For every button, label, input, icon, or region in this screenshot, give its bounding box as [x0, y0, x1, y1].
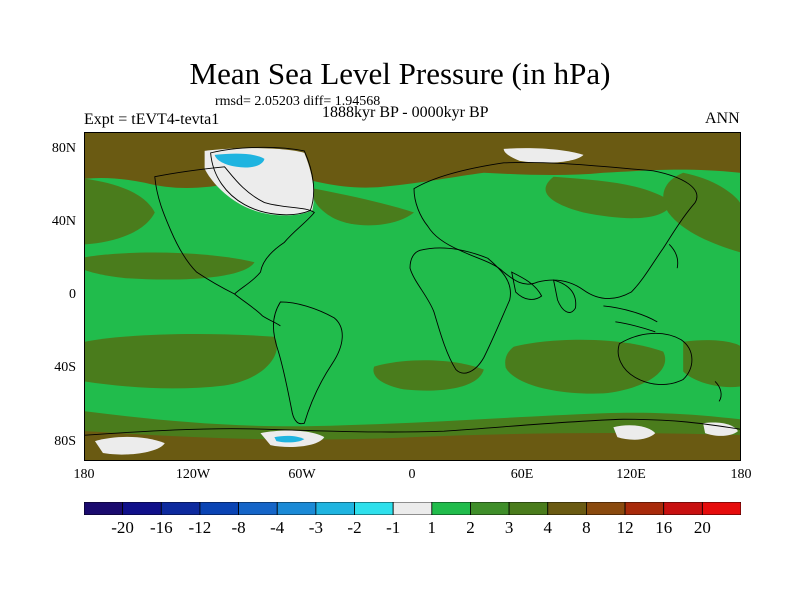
period-text: 1888kyr BP - 0000kyr BP: [322, 104, 489, 121]
india-coast: [552, 279, 577, 313]
antarctic-white-east: [613, 425, 656, 440]
north-pacific-olive: [663, 172, 740, 253]
colorbar-box: [701, 502, 741, 515]
lon-label-180e: 180: [730, 467, 752, 482]
stats-text: rmsd= 2.05203 diff= 1.94568: [215, 94, 381, 109]
lon-label-120e: 120E: [616, 467, 646, 482]
south-america-coast: [272, 301, 343, 425]
lat-label-40s: 40S: [54, 360, 76, 375]
colorbar-box: [160, 502, 201, 515]
colorbar-label: -1: [386, 518, 401, 537]
colorbar-box: [392, 502, 433, 515]
colorbar-box: [663, 502, 703, 515]
colorbar-box: [431, 502, 471, 515]
colorbar-label: -4: [270, 518, 285, 537]
colorbar-label: 16: [655, 518, 673, 537]
colorbar-label: 3: [504, 518, 514, 537]
new-zealand-coast: [714, 381, 722, 402]
lon-label-60e: 60E: [510, 467, 534, 482]
lon-label-120w: 120W: [175, 467, 211, 482]
antarctica-coast: [85, 418, 740, 436]
colorbar-box: [276, 502, 317, 515]
antarctic-cyan: [274, 435, 305, 443]
antarctic-white-west: [94, 436, 165, 455]
chart-title: Mean Sea Level Pressure (in hPa): [189, 56, 611, 91]
colorbar-box: [84, 502, 124, 515]
colorbar-box: [354, 502, 394, 515]
colorbar-label: -20: [111, 518, 134, 537]
colorbar-box: [470, 502, 510, 515]
indonesia-coast: [603, 305, 658, 333]
colorbar-box: [199, 502, 239, 515]
lon-label-0: 0: [408, 467, 416, 482]
central-america-coast: [234, 293, 281, 327]
indian-ocean-high: [505, 339, 666, 394]
colorbar-label: -3: [308, 518, 323, 537]
australia-coast: [617, 332, 693, 385]
north-pacific-olive-west: [85, 178, 155, 245]
japan-coast: [668, 244, 679, 269]
antarctic-brown-band: [85, 431, 740, 460]
greenland-cyan: [214, 153, 265, 168]
colorbar: [84, 502, 741, 515]
colorbar-box: [547, 502, 587, 515]
south-atlantic-high: [373, 360, 484, 391]
antarctic-white-east2: [703, 422, 739, 436]
colorbar-label: -8: [231, 518, 246, 537]
lat-label-80n: 80N: [51, 141, 76, 156]
arabia-coast: [511, 271, 543, 300]
africa-coast: [409, 247, 511, 374]
pressure-map: [84, 132, 741, 461]
colorbar-box: [586, 502, 626, 515]
colorbar-box: [238, 502, 278, 515]
colorbar-label: 8: [582, 518, 591, 537]
colorbar-label: -12: [188, 518, 212, 537]
coastlines: [85, 146, 740, 436]
colorbar-label: 20: [693, 518, 711, 537]
north-pacific-high: [85, 252, 255, 280]
colorbar-box: [508, 502, 549, 515]
siberia-olive: [545, 176, 674, 219]
season-label: ANN: [705, 110, 740, 127]
colorbar-label: 4: [543, 518, 553, 537]
south-pacific-high: [85, 334, 277, 389]
colorbar-label: 2: [466, 518, 475, 537]
pacific-east-high: [683, 340, 740, 388]
north-america-coast: [154, 166, 315, 295]
colorbar-label: -2: [347, 518, 362, 537]
colorbar-label: 12: [616, 518, 634, 537]
colorbar-box: [122, 502, 162, 515]
arctic-white-east: [503, 148, 584, 163]
colorbar-label: 1: [427, 518, 437, 537]
lon-label-180w: 180: [73, 467, 95, 482]
lat-label-40n: 40N: [51, 214, 76, 229]
north-atlantic-olive: [313, 188, 414, 226]
colorbar-box: [624, 502, 665, 515]
greenland-coast: [210, 146, 315, 216]
colorbar-label: -16: [149, 518, 173, 537]
colorbar-box: [315, 502, 355, 515]
experiment-text: Expt = tEVT4-tevta1: [84, 111, 220, 128]
lat-label-0: 0: [69, 287, 76, 302]
lat-label-80s: 80S: [54, 434, 76, 449]
lon-label-60w: 60W: [288, 467, 316, 482]
